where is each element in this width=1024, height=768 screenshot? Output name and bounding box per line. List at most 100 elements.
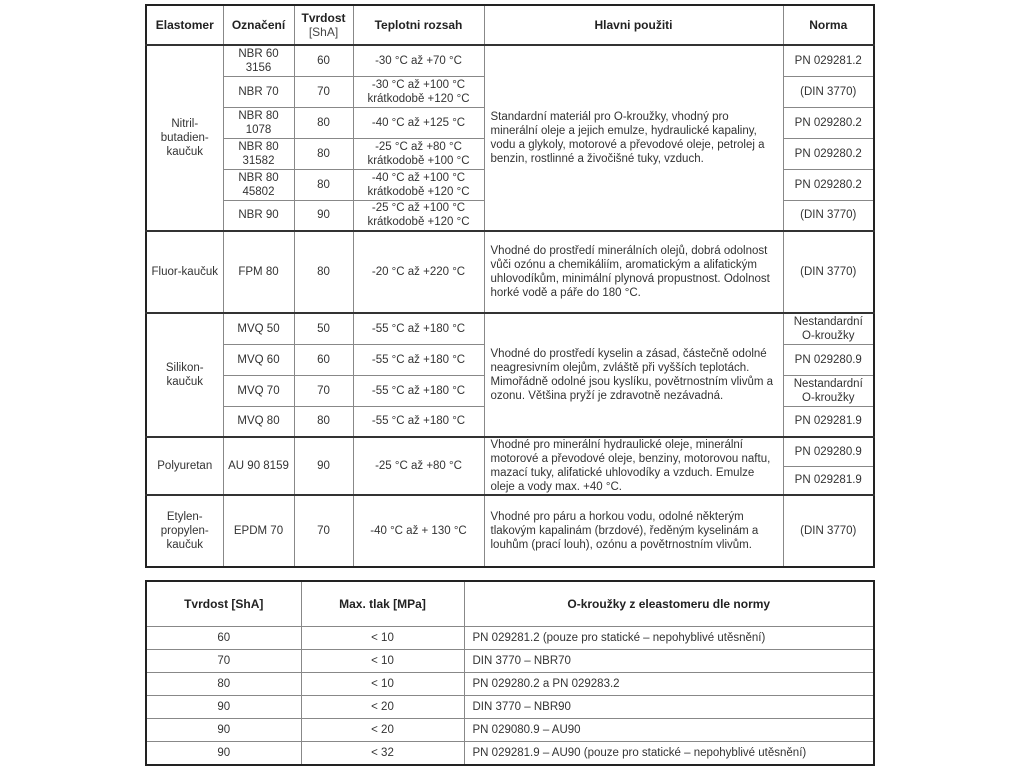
temperature-cell: -20 °C až +220 °C — [352, 230, 485, 314]
hardness-cell: 80 — [293, 230, 354, 314]
hardness-cell: 90 — [145, 695, 302, 719]
usage-cell: Vhodné do prostředí minerálních olejů, d… — [483, 230, 784, 314]
designation-cell: MVQ 80 — [222, 405, 295, 438]
pressure-table: Tvrdost [ShA] Max. tlak [MPa] O-kroužky … — [145, 580, 875, 766]
norm-cell: PN 029080.9 – AU90 — [463, 718, 875, 742]
norm-cell: PN 029281.2 (pouze pro statické – nepohy… — [463, 626, 875, 650]
max-pressure-cell: < 10 — [300, 672, 465, 696]
norm-cell: PN 029280.2 — [782, 106, 875, 139]
designation-cell: NBR 80 31582 — [222, 137, 295, 170]
header-max-pressure: Max. tlak [MPa] — [300, 580, 465, 627]
temperature-cell: -55 °C až +180 °C — [352, 405, 485, 438]
hardness-cell: 80 — [145, 672, 302, 696]
norm-cell: (DIN 3770) — [782, 199, 875, 232]
designation-cell: FPM 80 — [222, 230, 295, 314]
hardness-cell: 70 — [293, 494, 354, 568]
max-pressure-cell: < 20 — [300, 695, 465, 719]
hardness-cell: 50 — [293, 312, 354, 345]
norm-cell: PN 029280.2 a PN 029283.2 — [463, 672, 875, 696]
designation-cell: MVQ 70 — [222, 374, 295, 407]
max-pressure-cell: < 20 — [300, 718, 465, 742]
table-row: MVQ 70 70 -55 °C až +180 °C Nestandardní O-… — [146, 374, 875, 407]
designation-cell: MVQ 50 — [222, 312, 295, 345]
max-pressure-cell: < 10 — [300, 626, 465, 650]
norm-cell: PN 029280.2 — [782, 168, 875, 201]
norm-cell: PN 029281.9 – AU90 (pouze pro statické –… — [463, 741, 875, 766]
temperature-cell: -25 °C až +80 °C — [352, 436, 485, 496]
table-row: 70 < 10 DIN 3770 – NBR70 — [145, 649, 875, 673]
header-hardness-label: Tvrdost — [301, 11, 346, 25]
norm-cell: DIN 3770 – NBR90 — [463, 695, 875, 719]
table-row: MVQ 80 80 -55 °C až +180 °C PN 029281.9 — [146, 405, 875, 438]
temperature-cell: -40 °C až +100 °C krátkodobě +120 °C — [352, 168, 485, 201]
temperature-cell: -25 °C až +100 °C krátkodobě +120 °C — [352, 199, 485, 232]
usage-cell: Vhodné pro páru a horkou vodu, odolné ně… — [483, 494, 784, 568]
table-row: 80 < 10 PN 029280.2 a PN 029283.2 — [145, 672, 875, 696]
table-row: NBR 70 70 -30 °C až +100 °C krátkodobě +12… — [146, 75, 875, 108]
norm-cell: PN 029281.9 — [782, 405, 875, 438]
elastomer-cell: Fluor-kaučuk — [145, 230, 224, 314]
hardness-cell: 80 — [293, 137, 354, 170]
table-row: Polyuretan AU 90 8159 90 -25 °C až +80 °C Vh… — [145, 436, 875, 496]
elastomer-cell: Silikon-kaučuk — [145, 312, 224, 438]
norm-cell: Nestandardní O-kroužky — [782, 374, 875, 407]
header-elastomer: Elastomer — [145, 4, 224, 46]
hardness-cell: 60 — [145, 626, 302, 650]
elastomer-cell: Nitril-butadien-kaučuk — [145, 44, 224, 232]
temperature-cell: -30 °C až +100 °C krátkodobě +120 °C — [352, 75, 485, 108]
norm-cell: (DIN 3770) — [782, 75, 875, 108]
temperature-cell: -25 °C až +80 °C krátkodobě +100 °C — [352, 137, 485, 170]
hardness-cell: 70 — [145, 649, 302, 673]
norm-cell: Nestandardní O-kroužky — [782, 312, 875, 345]
table-row: NBR 80 1078 80 -40 °C až +125 °C PN 029280.… — [146, 106, 875, 139]
hardness-cell: 90 — [293, 436, 354, 496]
norm-cell: PN 029281.2 — [782, 44, 875, 77]
hardness-cell: 80 — [293, 106, 354, 139]
hardness-cell: 80 — [293, 168, 354, 201]
table-row: Etylen-propylen-kaučuk EPDM 70 70 -40 °C až… — [145, 494, 875, 568]
header-norm: O-kroužky z eleastomeru dle normy — [463, 580, 875, 627]
temperature-cell: -55 °C až +180 °C — [352, 343, 485, 376]
norm-cell: PN 029281.9 — [782, 465, 875, 496]
table-row: Nitril-butadien-kaučuk NBR 60 3156 60 -30 °… — [145, 44, 875, 232]
designation-cell: MVQ 60 — [222, 343, 295, 376]
designation-cell: NBR 70 — [222, 75, 295, 108]
header-designation: Označení — [222, 4, 295, 46]
header-hardness: Tvrdost [ShA] — [145, 580, 302, 627]
header-usage: Hlavni použiti — [483, 4, 784, 46]
table-row: NBR 80 45802 80 -40 °C až +100 °C krátkodo… — [146, 168, 875, 201]
elastomer-cell: Polyuretan — [145, 436, 224, 496]
hardness-cell: 90 — [145, 741, 302, 766]
usage-cell: Standardní materiál pro O-kroužky, vhodn… — [483, 44, 784, 232]
usage-cell: Vhodné do prostředí kyselin a zásad, čás… — [483, 312, 784, 438]
table-row: 90 < 20 PN 029080.9 – AU90 — [145, 718, 875, 742]
table-row: NBR 90 90 -25 °C až +100 °C krátkodobě +12… — [146, 199, 875, 232]
table-row: PN 029281.9 — [146, 465, 875, 496]
temperature-cell: -55 °C až +180 °C — [352, 312, 485, 345]
norm-cell: PN 029280.9 — [782, 343, 875, 376]
header-row: Tvrdost [ShA] Max. tlak [MPa] O-kroužky … — [145, 580, 875, 627]
temperature-cell: -40 °C až +125 °C — [352, 106, 485, 139]
designation-cell: NBR 80 1078 — [222, 106, 295, 139]
table-row: Fluor-kaučuk FPM 80 80 -20 °C až +220 °C Vho… — [145, 230, 875, 314]
temperature-cell: -55 °C až +180 °C — [352, 374, 485, 407]
table-row: NBR 80 31582 80 -25 °C až +80 °C krátkodob… — [146, 137, 875, 170]
temperature-cell: -30 °C až +70 °C — [352, 44, 485, 77]
usage-cell: Vhodné pro minerální hydraulické oleje, … — [483, 436, 784, 496]
header-hardness-unit: [ShA] — [308, 25, 339, 39]
norm-cell: DIN 3770 – NBR70 — [463, 649, 875, 673]
header-hardness: Tvrdost [ShA] — [293, 4, 354, 46]
header-row: Elastomer Označení Tvrdost [ShA] Teplotni… — [145, 4, 875, 46]
hardness-cell: 90 — [293, 199, 354, 232]
hardness-cell: 70 — [293, 75, 354, 108]
elastomer-table: Elastomer Označení Tvrdost [ShA] Teplotni… — [145, 4, 875, 568]
table-row: 90 < 20 DIN 3770 – NBR90 — [145, 695, 875, 719]
norm-cell: (DIN 3770) — [782, 494, 875, 568]
hardness-cell: 80 — [293, 405, 354, 438]
hardness-cell: 70 — [293, 374, 354, 407]
designation-cell: NBR 90 — [222, 199, 295, 232]
table-row: 90 < 32 PN 029281.9 – AU90 (pouze pro stat… — [145, 741, 875, 766]
table-row: 60 < 10 PN 029281.2 (pouze pro statické – … — [145, 626, 875, 650]
temperature-cell: -40 °C až + 130 °C — [352, 494, 485, 568]
designation-cell: EPDM 70 — [222, 494, 295, 568]
